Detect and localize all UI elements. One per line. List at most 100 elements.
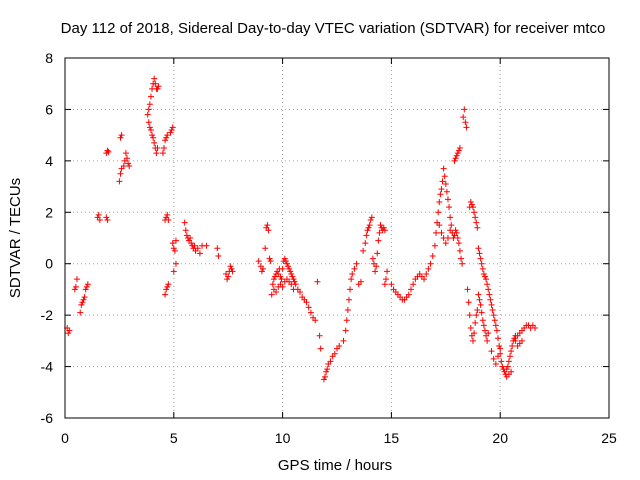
data-point (144, 111, 151, 118)
data-point (477, 301, 484, 308)
data-point (322, 373, 329, 380)
data-point (464, 286, 471, 293)
data-point (497, 345, 504, 352)
data-point (122, 150, 129, 157)
y-tick-label: -2 (41, 307, 54, 323)
data-point (151, 75, 158, 82)
data-point (172, 237, 179, 244)
data-point (436, 222, 443, 229)
data-point (340, 337, 347, 344)
data-point (475, 245, 482, 252)
data-point (490, 355, 497, 362)
data-point (187, 235, 194, 241)
data-point (291, 278, 298, 285)
axis-ticks (64, 57, 610, 419)
data-point (471, 209, 478, 216)
data-point (444, 235, 451, 241)
data-point (155, 83, 162, 90)
data-point (487, 296, 494, 303)
data-point (151, 139, 158, 146)
x-tick-label: 0 (61, 430, 69, 446)
data-point (485, 330, 492, 337)
x-tick-labels: 0 5 10 15 20 25 (61, 430, 617, 446)
data-point (423, 271, 430, 277)
data-point (194, 245, 201, 252)
data-point (146, 124, 153, 131)
data-point (336, 343, 343, 349)
data-point (289, 273, 296, 280)
data-point (163, 134, 170, 141)
data-point (442, 181, 449, 187)
data-point (454, 150, 461, 157)
data-point (466, 312, 473, 319)
data-point (349, 271, 356, 277)
data-point (376, 229, 383, 236)
data-point (303, 299, 310, 306)
data-point (439, 178, 446, 185)
data-point (327, 358, 334, 365)
data-point (429, 253, 436, 259)
data-point (305, 304, 312, 311)
data-point (472, 214, 479, 221)
data-point (147, 93, 154, 100)
data-point (95, 211, 102, 218)
data-point (471, 330, 478, 337)
data-point (165, 281, 172, 288)
data-point (495, 353, 502, 360)
data-point (267, 258, 274, 265)
data-point (455, 147, 462, 154)
data-point (442, 240, 449, 247)
data-point (124, 155, 131, 162)
data-point (491, 317, 498, 324)
data-point (163, 286, 170, 293)
data-point (342, 327, 349, 334)
data-point (126, 163, 133, 169)
data-point (440, 165, 447, 172)
data-point (164, 211, 171, 218)
data-point (512, 337, 519, 344)
data-point (451, 157, 458, 164)
y-tick-label: 4 (45, 153, 53, 169)
data-point (473, 219, 480, 226)
data-point (82, 286, 89, 293)
data-point (162, 291, 169, 298)
data-point (506, 353, 513, 360)
data-point (381, 281, 388, 288)
x-tick-label: 25 (601, 430, 617, 446)
data-point (503, 366, 510, 373)
data-point (348, 276, 355, 283)
data-point (159, 150, 166, 157)
data-point (357, 278, 364, 285)
data-point (117, 134, 124, 141)
data-point (532, 325, 539, 331)
data-point (380, 224, 387, 231)
data-point (488, 348, 495, 355)
data-points (64, 75, 539, 383)
data-point (290, 276, 297, 283)
chart-title: Day 112 of 2018, Sidereal Day-to-day VTE… (61, 20, 606, 37)
grid-lines (65, 58, 609, 418)
data-point (285, 263, 292, 270)
data-point (181, 219, 188, 226)
data-point (455, 240, 462, 247)
data-point (72, 283, 79, 290)
data-point (453, 152, 460, 159)
data-point (268, 291, 275, 298)
data-point (433, 229, 440, 236)
data-point (288, 271, 295, 277)
data-point (493, 327, 500, 334)
data-point (170, 268, 177, 275)
data-point (474, 307, 481, 313)
data-point (431, 242, 438, 249)
data-point (323, 368, 330, 375)
data-point (353, 260, 360, 267)
data-point (117, 170, 124, 177)
data-point (407, 286, 414, 293)
data-point (264, 222, 271, 229)
data-point (147, 127, 154, 133)
data-point (146, 101, 153, 108)
data-point (290, 286, 297, 293)
data-point (169, 124, 176, 131)
data-point (478, 309, 485, 316)
data-point (271, 273, 278, 280)
